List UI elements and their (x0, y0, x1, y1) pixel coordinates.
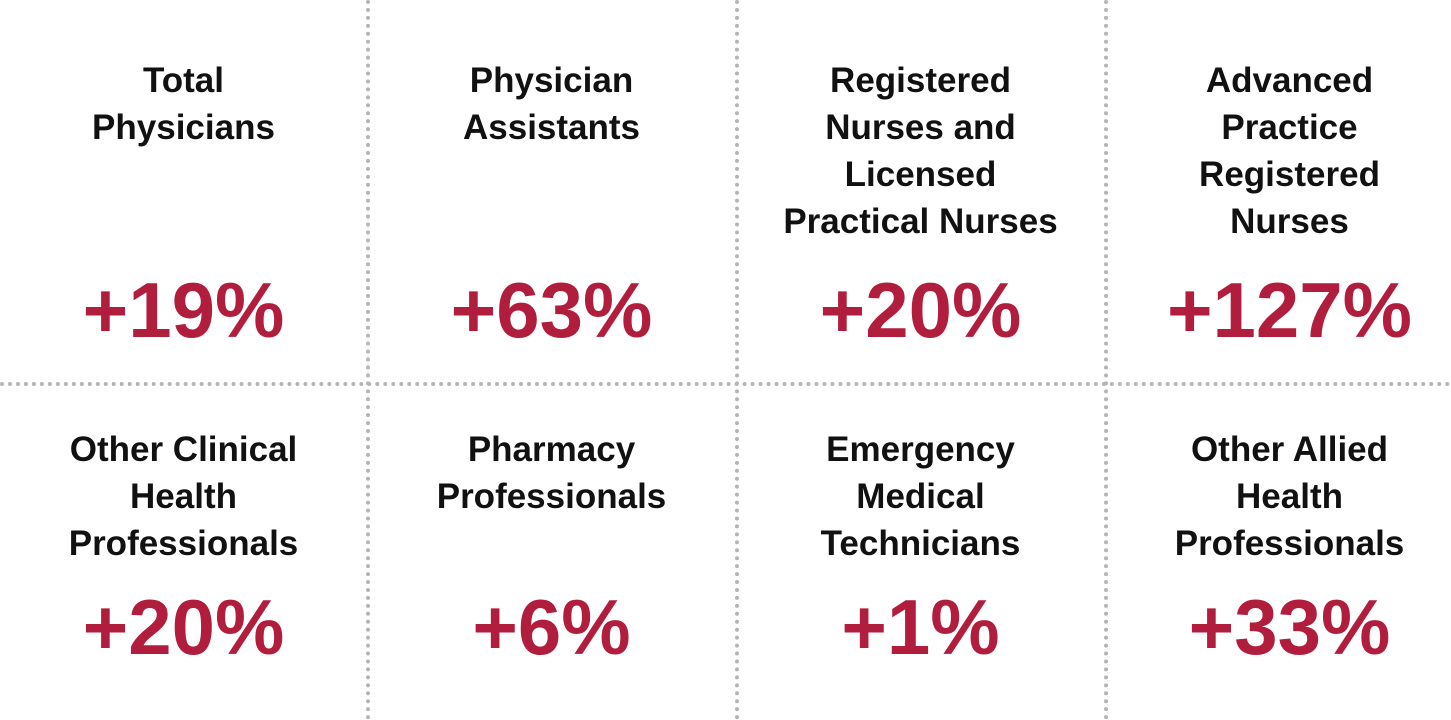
stat-value: +1% (841, 583, 1000, 671)
stat-value: +6% (472, 583, 631, 671)
divider (0, 382, 1451, 386)
tile-label: Other Clinical Health Professionals (0, 426, 367, 567)
label-line: Professionals (68, 524, 299, 563)
label-line: Health (1236, 477, 1343, 516)
label-line: Practical Nurses (783, 202, 1058, 241)
divider (1104, 0, 1108, 720)
label-line: Physician (469, 61, 634, 100)
label-line: Total (142, 61, 224, 100)
label-line: Emergency (826, 430, 1015, 469)
tile-label: Emergency Medical Technicians (737, 426, 1104, 567)
divider (366, 0, 370, 720)
label-line: Registered (1199, 155, 1380, 194)
label-line: Professionals (1174, 524, 1405, 563)
label-line: Licensed (844, 155, 997, 194)
tile-label: Physician Assistants (368, 57, 735, 151)
tile-label: Pharmacy Professionals (368, 426, 735, 520)
stat-value: +19% (82, 266, 285, 354)
label-line: Pharmacy (467, 430, 636, 469)
label-line: Nurses (1230, 202, 1349, 241)
tile-label: Registered Nurses and Licensed Practical Nu… (737, 57, 1104, 245)
stat-value: +127% (1166, 266, 1413, 354)
label-line: Practice (1221, 108, 1358, 147)
label-line: Health (130, 477, 237, 516)
tile-label: Other Allied Health Professionals (1106, 426, 1451, 567)
stat-value: +20% (82, 583, 285, 671)
label-line: Advanced (1205, 61, 1374, 100)
label-line: Medical (856, 477, 985, 516)
label-line: Physicians (92, 108, 275, 147)
label-line: Assistants (462, 108, 641, 147)
stat-value: +63% (450, 266, 653, 354)
label-line: Professionals (436, 477, 667, 516)
stat-value: +33% (1188, 583, 1391, 671)
label-line: Other Allied (1190, 430, 1389, 469)
label-line: Registered (830, 61, 1011, 100)
stat-value: +20% (819, 266, 1022, 354)
tile-label: Total Physicians (0, 57, 367, 151)
tile-label: Advanced Practice Registered Nurses (1106, 57, 1451, 245)
divider (735, 0, 739, 720)
label-line: Other Clinical (69, 430, 298, 469)
label-line: Nurses and (825, 108, 1016, 147)
label-line: Technicians (820, 524, 1021, 563)
